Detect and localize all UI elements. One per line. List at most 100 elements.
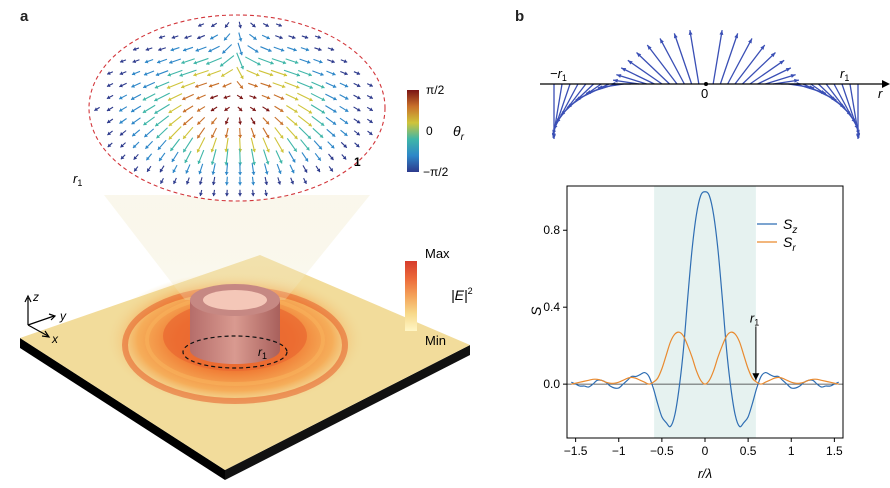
spin-arrowhead	[119, 71, 124, 76]
spin-arrowhead	[208, 48, 212, 53]
radial-arrowhead	[794, 78, 799, 83]
spin-arrowhead	[222, 49, 226, 54]
spin-arrowhead	[197, 160, 202, 164]
spin-arrowhead	[264, 171, 269, 175]
spin-arrowhead	[182, 108, 187, 113]
spin-arrowhead	[223, 95, 228, 100]
spin-arrowhead	[211, 181, 216, 186]
spin-arrowhead	[251, 23, 256, 28]
spin-arrowhead	[344, 83, 349, 88]
spin-arrowhead	[332, 109, 337, 113]
spin-arrowhead	[210, 161, 215, 165]
spin-arrowhead	[343, 144, 347, 148]
spin-arrowhead	[369, 83, 373, 87]
spin-arrowhead	[239, 95, 243, 99]
spin-arrowhead	[293, 148, 297, 152]
spin-arrowhead	[254, 49, 259, 53]
spin-arrowhead	[238, 182, 243, 186]
legend-sz-label: Sz	[783, 216, 797, 236]
spin-arrowhead	[94, 107, 98, 111]
spin-arrowhead	[309, 97, 313, 102]
x-ticks: −1.5 −1 −0.5 0 0.5 1 1.5	[564, 438, 843, 458]
radial-arrowhead	[770, 52, 776, 58]
spin-arrowhead	[119, 95, 123, 100]
spin-arrowhead	[270, 60, 274, 65]
spin-arrowhead	[172, 169, 177, 173]
spin-arrowhead	[143, 84, 147, 89]
spin-arrowhead	[157, 146, 162, 150]
radial-arrowhead	[567, 103, 572, 108]
spin-arrowhead	[198, 181, 203, 185]
spin-arrowhead	[343, 59, 348, 64]
radial-arrowhead	[597, 85, 603, 90]
spin-arrowhead	[131, 108, 135, 113]
spin-arrowhead	[255, 72, 260, 77]
spin-arrowhead	[279, 121, 284, 125]
spin-arrowhead	[160, 180, 164, 184]
spin-arrowhead	[107, 119, 111, 123]
spin-arrowhead	[197, 108, 201, 112]
radial-arrow	[555, 83, 587, 124]
radial-arrowhead	[613, 78, 618, 83]
x-tick-label: −0.5	[650, 444, 674, 458]
spin-arrowhead	[119, 108, 123, 112]
y-tick-label: 0.8	[543, 223, 560, 237]
spin-arrowhead	[185, 180, 190, 185]
intensity-variable-label: |E|2	[451, 286, 473, 303]
spin-arrowhead	[211, 23, 215, 27]
spin-arrowhead	[317, 157, 321, 161]
radial-arrowhead	[734, 33, 739, 39]
x-tick-label: 1.5	[826, 444, 843, 458]
spin-arrowhead	[224, 134, 229, 139]
spin-arrowhead	[171, 158, 176, 162]
spin-arrowhead	[106, 83, 111, 87]
spin-arrowhead	[120, 59, 124, 63]
spin-arrowhead	[183, 148, 187, 153]
radial-arrowhead	[552, 129, 557, 135]
legend-sr-label: Sr	[783, 234, 796, 254]
spin-arrowhead	[158, 35, 163, 39]
spin-arrowhead	[239, 51, 243, 56]
x-tick-label: 1	[788, 444, 795, 458]
spin-arrowhead	[156, 134, 161, 139]
radial-arrowhead	[616, 74, 622, 78]
spin-arrowhead	[294, 96, 299, 101]
spin-arrowhead	[185, 170, 190, 174]
spin-arrowhead	[283, 72, 288, 77]
spin-arrowhead	[142, 97, 147, 101]
spin-arrowhead	[224, 107, 229, 111]
spin-arrowhead	[107, 71, 111, 75]
radial-arrow	[727, 38, 753, 85]
spin-arrowhead	[179, 73, 183, 77]
spin-arrowhead	[131, 96, 135, 100]
spin-arrowhead	[132, 132, 136, 137]
spin-arrowhead	[183, 121, 187, 126]
radial-arrow	[765, 74, 796, 85]
spin-arrows	[94, 21, 374, 197]
spin-arrowhead	[308, 122, 312, 127]
radial-arrow	[553, 83, 579, 130]
spin-arrowhead	[184, 35, 188, 40]
spin-arrowhead	[195, 48, 200, 52]
radial-arrowhead	[748, 38, 753, 44]
radial-arrow	[719, 33, 739, 85]
spin-arrowhead	[279, 35, 283, 40]
spin-arrowhead	[142, 109, 147, 113]
spin-arrowhead	[210, 95, 214, 100]
spin-arrowhead	[293, 47, 297, 52]
spin-arrowhead	[225, 24, 229, 28]
radial-arrow	[734, 44, 766, 85]
theta-top-label: π/2	[426, 83, 445, 97]
radial-arrowhead	[688, 30, 693, 35]
right-r1-label: r1	[840, 66, 849, 83]
spin-arrowhead	[197, 35, 201, 40]
radial-arrowhead	[553, 124, 558, 130]
theta-variable-label: θr	[453, 123, 465, 143]
spin-arrowhead	[238, 172, 243, 176]
spin-arrowhead	[308, 110, 313, 114]
spin-arrowhead	[155, 72, 160, 77]
spin-arrowhead	[291, 158, 296, 163]
spin-arrowhead	[145, 47, 150, 52]
spin-arrowhead	[321, 97, 326, 101]
spin-arrowhead	[290, 169, 295, 174]
